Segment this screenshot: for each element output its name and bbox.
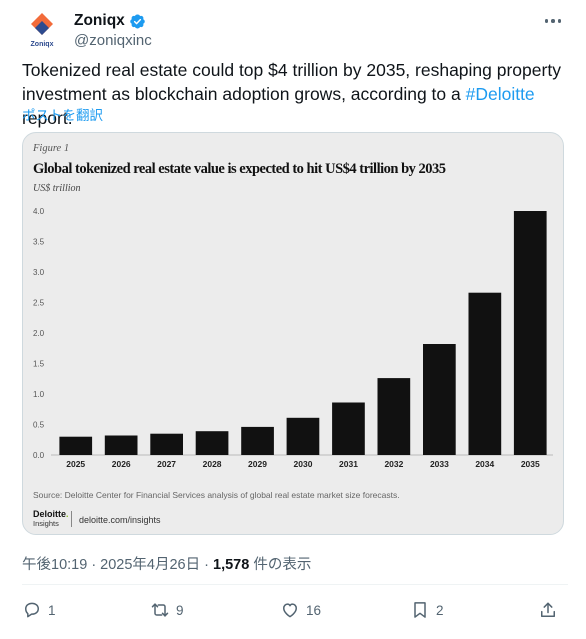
reply-count: 1 [48, 602, 56, 618]
logo-url: deloitte.com/insights [79, 515, 161, 525]
chart-title: Global tokenized real estate value is ex… [33, 161, 446, 177]
y-tick-label: 1.5 [33, 360, 45, 369]
x-tick-label: 2034 [475, 459, 494, 469]
translate-link[interactable]: ポストを翻訳 [22, 108, 103, 123]
like-button[interactable]: 16 [280, 600, 321, 620]
bar-2031 [332, 402, 365, 455]
bar-2029 [241, 426, 274, 455]
repost-button[interactable]: 9 [150, 600, 184, 620]
media-image[interactable]: Figure 1 Global tokenized real estate va… [22, 132, 564, 535]
x-tick-label: 2025 [66, 459, 85, 469]
x-tick-label: 2032 [384, 459, 403, 469]
share-icon [541, 602, 555, 617]
more-icon[interactable] [542, 12, 564, 30]
bookmark-icon [414, 602, 426, 618]
x-tick-label: 2026 [112, 459, 131, 469]
author-name[interactable]: Zoniqx [74, 12, 125, 29]
y-tick-label: 2.0 [33, 329, 45, 338]
post-text-before: Tokenized real estate could top $4 trill… [22, 60, 561, 104]
logo-separator [71, 511, 72, 527]
bookmark-button[interactable]: 2 [410, 600, 444, 620]
logo-main-text: Deloitte [33, 509, 67, 519]
repost-icon [151, 603, 169, 617]
timestamp[interactable]: 午後10:19 · 2025年4月26日 · [22, 557, 214, 573]
x-tick-label: 2031 [339, 459, 358, 469]
y-tick-label: 1.0 [33, 390, 45, 399]
x-tick-label: 2030 [294, 459, 313, 469]
y-tick-label: 0.0 [33, 451, 45, 460]
reply-icon [25, 602, 39, 618]
hashtag-link[interactable]: #Deloitte [465, 84, 535, 104]
x-tick-label: 2035 [521, 459, 540, 469]
logo-sub: Insights [33, 519, 59, 528]
y-tick-label: 0.5 [33, 421, 45, 430]
bar-2027 [150, 433, 183, 455]
share-button[interactable] [538, 600, 558, 620]
repost-count: 9 [176, 602, 184, 618]
x-tick-label: 2033 [430, 459, 449, 469]
like-count: 16 [306, 602, 322, 618]
author-handle[interactable]: @zoniqxinc [74, 32, 152, 49]
verified-badge-icon [130, 14, 145, 28]
chart-unit: US$ trillion [33, 183, 81, 194]
avatar[interactable]: Zoniqx [22, 10, 62, 50]
views-count: 1,578 [213, 557, 250, 573]
post-text-after: report. [22, 108, 73, 128]
x-tick-label: 2027 [157, 459, 176, 469]
action-bar: 1 9 16 2 [22, 600, 568, 624]
y-tick-label: 3.5 [33, 238, 45, 247]
chart-source: Source: Deloitte Center for Financial Se… [33, 490, 400, 500]
bar-2025 [59, 436, 93, 455]
post-text: Tokenized real estate could top $4 trill… [22, 58, 572, 130]
bar-2035 [513, 211, 547, 455]
bar-2033 [423, 344, 456, 455]
figure-label: Figure 1 [33, 143, 70, 154]
y-tick-label: 3.0 [33, 268, 45, 277]
bookmark-count: 2 [436, 602, 444, 618]
views-label: 件の表示 [249, 557, 312, 573]
logo-main: Deloitte. [33, 509, 69, 519]
post-meta: 午後10:19 · 2025年4月26日 · 1,578 件の表示 [22, 553, 311, 574]
bar-2032 [377, 378, 411, 455]
x-tick-label: 2028 [203, 459, 222, 469]
avatar-wordmark: Zoniqx [31, 41, 54, 48]
x-tick-label: 2029 [248, 459, 267, 469]
bar-2028 [195, 431, 229, 455]
like-icon [283, 603, 297, 618]
post-header: Zoniqx Zoniqx @zoniqxinc [22, 10, 572, 50]
reply-button[interactable]: 1 [22, 600, 56, 620]
bar-2026 [104, 435, 138, 455]
zoniqx-logo: Zoniqx [31, 13, 54, 48]
bar-2030 [286, 417, 320, 455]
bar-chart: 0.0 0.5 1.0 1.5 2.0 2.5 3.0 3.5 4.0 2025 2026 2027 2… [33, 207, 553, 469]
divider [22, 584, 568, 585]
y-tick-label: 4.0 [33, 207, 45, 216]
y-tick-label: 2.5 [33, 299, 45, 308]
bar-2034 [468, 292, 502, 455]
deloitte-logo: Deloitte. Insights deloitte.com/insights [33, 509, 233, 529]
